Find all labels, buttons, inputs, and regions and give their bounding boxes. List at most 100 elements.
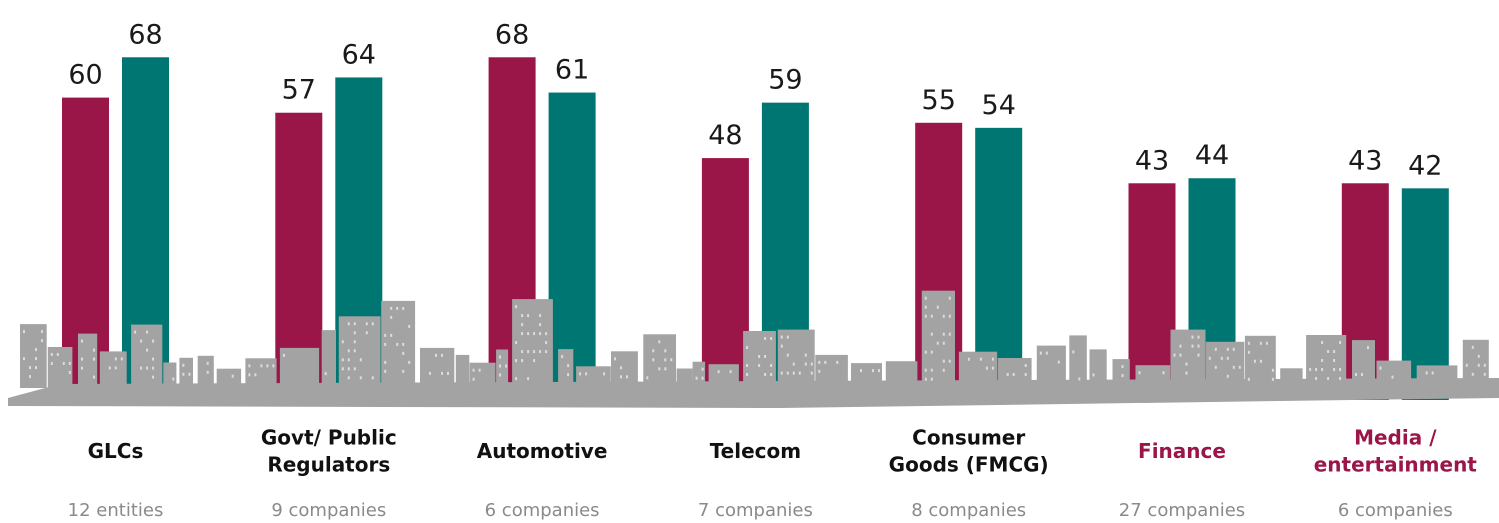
- building: [851, 363, 882, 388]
- window: [545, 341, 547, 344]
- building: [778, 330, 815, 388]
- category-label: entertainment: [1314, 453, 1478, 477]
- window: [652, 349, 654, 352]
- window: [527, 332, 529, 335]
- window: [29, 366, 31, 369]
- window: [146, 367, 148, 370]
- window: [1122, 365, 1124, 368]
- window: [360, 376, 362, 379]
- window: [758, 364, 760, 367]
- window: [1472, 373, 1474, 376]
- building: [456, 355, 470, 388]
- window: [799, 372, 801, 375]
- window: [29, 375, 31, 378]
- window: [1227, 357, 1229, 360]
- window: [41, 330, 43, 333]
- window: [140, 340, 142, 343]
- chart: 6068GLCs12 entities5764Govt/ PublicRegul…: [0, 0, 1499, 523]
- category-label: Finance: [1138, 439, 1226, 463]
- window: [937, 342, 939, 345]
- bar: [702, 158, 749, 400]
- category-subtitle: 12 entities: [68, 500, 164, 521]
- window: [824, 361, 826, 364]
- window: [515, 305, 517, 308]
- building: [1113, 359, 1130, 388]
- window: [931, 333, 933, 336]
- window: [1227, 375, 1229, 378]
- window: [354, 367, 356, 370]
- window: [1484, 373, 1486, 376]
- window: [943, 369, 945, 372]
- window: [207, 371, 209, 374]
- window: [872, 369, 874, 372]
- window: [764, 355, 766, 358]
- window: [499, 356, 501, 359]
- category-label: Automotive: [477, 439, 608, 463]
- window: [811, 363, 813, 366]
- window: [479, 369, 481, 372]
- category-subtitle: 8 companies: [911, 500, 1026, 521]
- window: [1260, 342, 1262, 345]
- window: [1192, 336, 1194, 339]
- building: [886, 361, 918, 388]
- window: [1339, 341, 1341, 344]
- building: [677, 369, 693, 389]
- value-label: 54: [982, 90, 1016, 121]
- category-label: Goods (FMCG): [889, 453, 1049, 477]
- window: [770, 373, 772, 376]
- window: [1466, 364, 1468, 367]
- window: [1254, 360, 1256, 363]
- window: [949, 360, 951, 363]
- window: [811, 372, 813, 375]
- window: [473, 369, 475, 372]
- window: [396, 307, 398, 310]
- category-subtitle: 7 companies: [698, 500, 813, 521]
- value-label: 61: [555, 55, 589, 86]
- window: [664, 367, 666, 370]
- window: [146, 349, 148, 352]
- window: [408, 361, 410, 364]
- category-label: GLCs: [88, 439, 144, 463]
- window: [664, 358, 666, 361]
- window: [1093, 373, 1095, 376]
- value-label: 57: [282, 75, 316, 106]
- window: [805, 354, 807, 357]
- window: [758, 355, 760, 358]
- window: [354, 349, 356, 352]
- window: [793, 372, 795, 375]
- window: [787, 336, 789, 339]
- window: [968, 358, 970, 361]
- window: [746, 373, 748, 376]
- window: [1392, 376, 1394, 379]
- window: [730, 370, 732, 373]
- value-label: 68: [495, 19, 529, 50]
- window: [793, 363, 795, 366]
- window: [614, 357, 616, 360]
- window: [1007, 373, 1009, 376]
- value-label: 42: [1408, 150, 1442, 181]
- window: [1174, 354, 1176, 357]
- window: [121, 357, 123, 360]
- window: [1478, 355, 1480, 358]
- window: [878, 369, 880, 372]
- window: [764, 373, 766, 376]
- window: [1163, 371, 1165, 374]
- window: [949, 333, 951, 336]
- window: [527, 350, 529, 353]
- window: [499, 374, 501, 377]
- window: [1432, 371, 1434, 374]
- window: [505, 365, 507, 368]
- window: [931, 378, 933, 381]
- building: [78, 334, 97, 388]
- window: [943, 315, 945, 318]
- window: [1339, 368, 1341, 371]
- window: [366, 331, 368, 334]
- window: [521, 323, 523, 326]
- window: [925, 369, 927, 372]
- window: [770, 337, 772, 340]
- window: [390, 334, 392, 337]
- window: [348, 358, 350, 361]
- window: [787, 354, 789, 357]
- window: [931, 315, 933, 318]
- window: [1333, 368, 1335, 371]
